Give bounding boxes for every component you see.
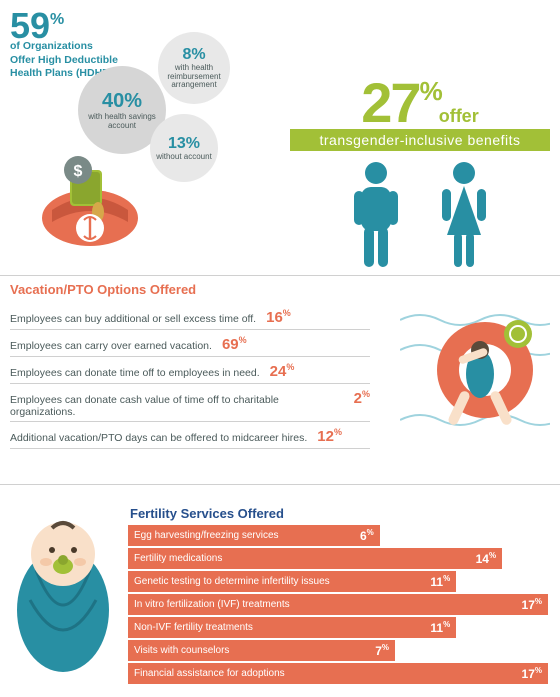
fertility-bar-label: Egg harvesting/freezing services	[134, 530, 279, 541]
fertility-bar-label: Fertility medications	[134, 553, 222, 564]
vacation-label: Employees can donate time off to employe…	[10, 367, 260, 379]
hdhp-subtext: of Organizations Offer High Deductible H…	[10, 40, 290, 81]
fertility-bar-value: 17%	[522, 597, 542, 612]
trans-bar-text: transgender-inclusive benefits	[290, 129, 550, 151]
fertility-bar-label: Visits with counselors	[134, 645, 229, 656]
fertility-bar-value: 11%	[430, 574, 450, 589]
vacation-value: 24%	[270, 362, 295, 380]
fertility-bar-label: In vitro fertilization (IVF) treatments	[134, 599, 290, 610]
trans-block: 27%offer transgender-inclusive benefits	[290, 70, 550, 271]
vacation-row: Employees can carry over earned vacation…	[10, 330, 370, 357]
person-female-icon	[435, 161, 493, 271]
fertility-bar: Visits with counselors 7%	[128, 640, 395, 661]
bubble-value: 13%	[168, 135, 200, 153]
hdhp-headline-value: 59%	[10, 8, 290, 44]
hdhp-bubble: 8%with health reimbursement arrangement	[158, 32, 230, 104]
bubble-text: without account	[156, 153, 212, 162]
person-male-icon	[347, 161, 405, 271]
fertility-bar: Egg harvesting/freezing services 6%	[128, 525, 380, 546]
wallet-icon: $	[30, 140, 150, 250]
fertility-bars: Egg harvesting/freezing services 6% Fertil…	[128, 525, 548, 684]
fertility-bar: Fertility medications 14%	[128, 548, 502, 569]
fertility-bar: Genetic testing to determine infertility…	[128, 571, 456, 592]
vacation-label: Additional vacation/PTO days can be offe…	[10, 432, 307, 444]
hdhp-line1: of Organizations	[10, 40, 93, 52]
vacation-value: 12%	[317, 427, 342, 445]
vacation-value: 16%	[266, 308, 291, 326]
fertility-bar: Financial assistance for adoptions 17%	[128, 663, 548, 684]
people-icons	[290, 161, 550, 271]
vacation-value: 2%	[354, 389, 370, 407]
vacation-row: Employees can buy additional or sell exc…	[10, 303, 370, 330]
fertility-bar-label: Financial assistance for adoptions	[134, 668, 285, 679]
fertility-title: Fertility Services Offered	[130, 506, 560, 521]
vacation-row: Employees can donate cash value of time …	[10, 384, 370, 422]
trans-offer: offer	[439, 106, 479, 126]
fertility-bar-label: Genetic testing to determine infertility…	[134, 576, 330, 587]
fertility-bar-value: 14%	[476, 551, 496, 566]
fertility-bar-value: 7%	[375, 643, 389, 658]
bubble-value: 8%	[182, 46, 205, 64]
fertility-bar-value: 6%	[360, 528, 374, 543]
bubble-text: with health savings account	[78, 113, 166, 131]
vacation-label: Employees can buy additional or sell exc…	[10, 313, 256, 325]
trans-pct: %	[420, 76, 443, 106]
hdhp-block: 59% of Organizations Offer High Deductib…	[10, 8, 290, 81]
vacation-value: 69%	[222, 335, 247, 353]
float-icon	[400, 290, 550, 450]
fertility-bar-value: 11%	[430, 620, 450, 635]
baby-icon	[6, 510, 121, 680]
hdhp-bubble: 13%without account	[150, 114, 218, 182]
bubble-value: 40%	[102, 90, 142, 113]
fertility-bar: Non-IVF fertility treatments 11%	[128, 617, 456, 638]
vacation-row: Additional vacation/PTO days can be offe…	[10, 422, 370, 449]
bubble-text: with health reimbursement arrangement	[158, 64, 230, 90]
fertility-bar-label: Non-IVF fertility treatments	[134, 622, 253, 633]
hdhp-line2: Offer High Deductible	[10, 54, 118, 66]
vacation-label: Employees can donate cash value of time …	[10, 394, 344, 418]
fertility-bar: In vitro fertilization (IVF) treatments 1…	[128, 594, 548, 615]
fertility-bar-value: 17%	[522, 666, 542, 681]
svg-text:$: $	[74, 163, 83, 180]
hdhp-pct: %	[50, 11, 64, 28]
vacation-row: Employees can donate time off to employe…	[10, 357, 370, 384]
vacation-label: Employees can carry over earned vacation…	[10, 340, 212, 352]
trans-number: 27	[361, 71, 419, 134]
trans-headline: 27%offer	[290, 70, 550, 135]
